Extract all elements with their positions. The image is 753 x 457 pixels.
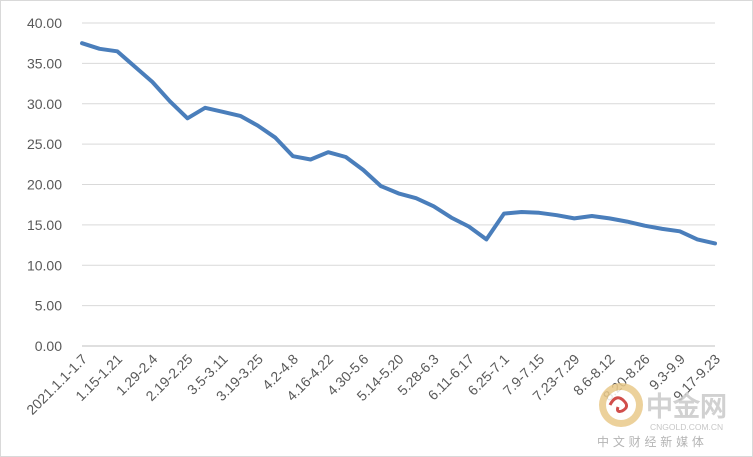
watermark-logo-icon [599, 383, 643, 427]
y-tick-label: 10.00 [27, 257, 62, 273]
watermark-tagline: 中 文 财 经 新 媒 体 [597, 434, 704, 449]
watermark: 中金网 CNGOLD.COM.CN 中 文 财 经 新 媒 体 [597, 383, 727, 449]
y-tick-label: 35.00 [27, 55, 62, 71]
y-tick-label: 15.00 [27, 217, 62, 233]
gridlines [82, 22, 715, 307]
y-tick-label: 0.00 [35, 338, 62, 354]
y-tick-label: 20.00 [27, 177, 62, 193]
series-line [80, 41, 717, 246]
y-tick-label: 25.00 [27, 136, 62, 152]
watermark-url: CNGOLD.COM.CN [650, 422, 723, 432]
watermark-logo-text: 中金网 [646, 391, 727, 423]
y-tick-label: 5.00 [35, 298, 62, 314]
y-tick-label: 30.00 [27, 96, 62, 112]
series-line-path [80, 41, 717, 246]
y-axis-ticks: 0.00 5.00 10.00 15.00 20.00 25.00 30.00 35.00 40… [27, 15, 62, 354]
y-tick-label: 40.00 [27, 15, 62, 31]
